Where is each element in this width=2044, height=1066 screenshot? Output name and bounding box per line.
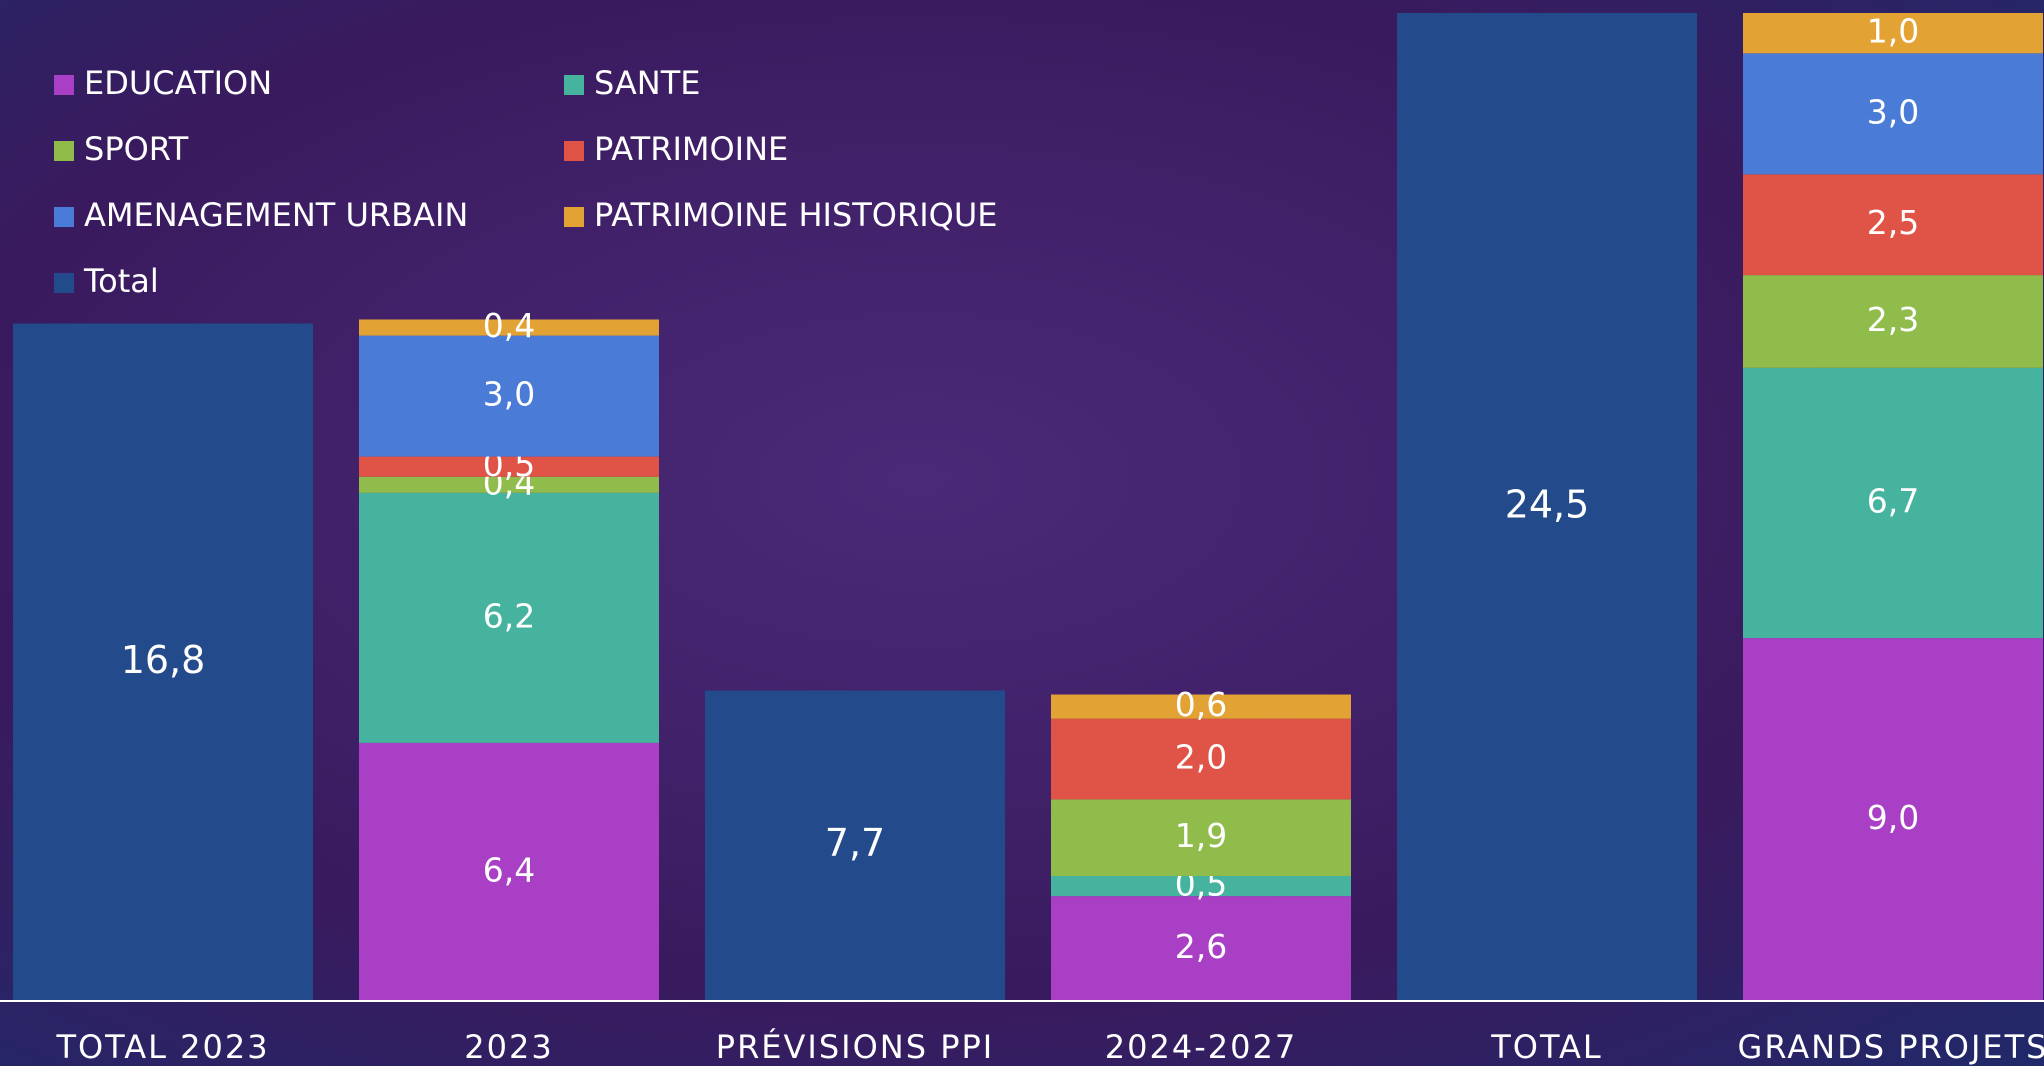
legend-label: EDUCATION (84, 64, 272, 102)
legend-swatch (564, 207, 584, 227)
data-label: 7,7 (825, 821, 885, 865)
legend-swatch (54, 75, 74, 95)
data-label: 2,6 (1175, 927, 1227, 966)
bar-segment (1743, 367, 2043, 639)
data-label: 2,5 (1867, 203, 1919, 242)
data-label: 9,0 (1867, 798, 1919, 837)
data-label: 2,0 (1175, 738, 1227, 777)
legend-swatch (54, 141, 74, 161)
data-label: 0,6 (1175, 685, 1227, 724)
x-tick-label: TOTAL (1490, 1028, 1603, 1066)
legend-label: AMENAGEMENT URBAIN (84, 196, 468, 234)
bar-segment (359, 319, 659, 336)
legend-swatch (564, 141, 584, 161)
x-tick-label: 2023 (464, 1028, 553, 1066)
bar-segment (1051, 799, 1351, 876)
bar-segment (359, 476, 659, 493)
data-label: 6,2 (483, 596, 535, 635)
bar-segment (359, 456, 659, 477)
bar-segment (1397, 13, 1697, 1001)
data-label: 3,0 (1867, 92, 1919, 131)
x-tick-label: TOTAL 2023 (55, 1028, 269, 1066)
bar-segment (1051, 896, 1351, 1001)
bar-segment (359, 742, 659, 1001)
legend-swatch (564, 75, 584, 95)
legend-label: Total (83, 262, 159, 300)
bar-segment (1743, 53, 2043, 175)
bar-segment (705, 690, 1005, 1001)
data-label: 0,4 (483, 306, 535, 345)
bar-segment (1051, 694, 1351, 719)
data-label: 6,4 (483, 850, 535, 889)
bar-segment (359, 492, 659, 743)
legend-label: SANTE (594, 64, 701, 102)
x-tick-label: PRÉVISIONS PPI (716, 1028, 994, 1066)
legend-label: PATRIMOINE HISTORIQUE (594, 196, 997, 234)
bar-segment (1743, 174, 2043, 276)
data-label: 6,7 (1867, 481, 1919, 520)
data-label: 1,0 (1867, 12, 1919, 51)
legend-label: SPORT (84, 130, 189, 168)
data-label: 2,3 (1867, 300, 1919, 339)
bar-segment (13, 323, 313, 1001)
data-label: 16,8 (121, 638, 206, 682)
bar-segment (1051, 875, 1351, 897)
legend-label: PATRIMOINE (594, 130, 788, 168)
x-tick-label: 2024-2027 (1105, 1028, 1297, 1066)
bar-segment (1743, 13, 2043, 54)
legend-swatch (54, 273, 74, 293)
bar-segment (1743, 275, 2043, 368)
legend-swatch (54, 207, 74, 227)
bar-segment (1051, 718, 1351, 800)
data-label: 3,0 (483, 375, 535, 414)
data-label: 1,9 (1175, 816, 1227, 855)
bar-segment (359, 335, 659, 457)
data-label: 24,5 (1505, 483, 1590, 527)
x-tick-label: GRANDS PROJETS (1738, 1028, 2044, 1066)
bar-segment (1743, 638, 2043, 1001)
